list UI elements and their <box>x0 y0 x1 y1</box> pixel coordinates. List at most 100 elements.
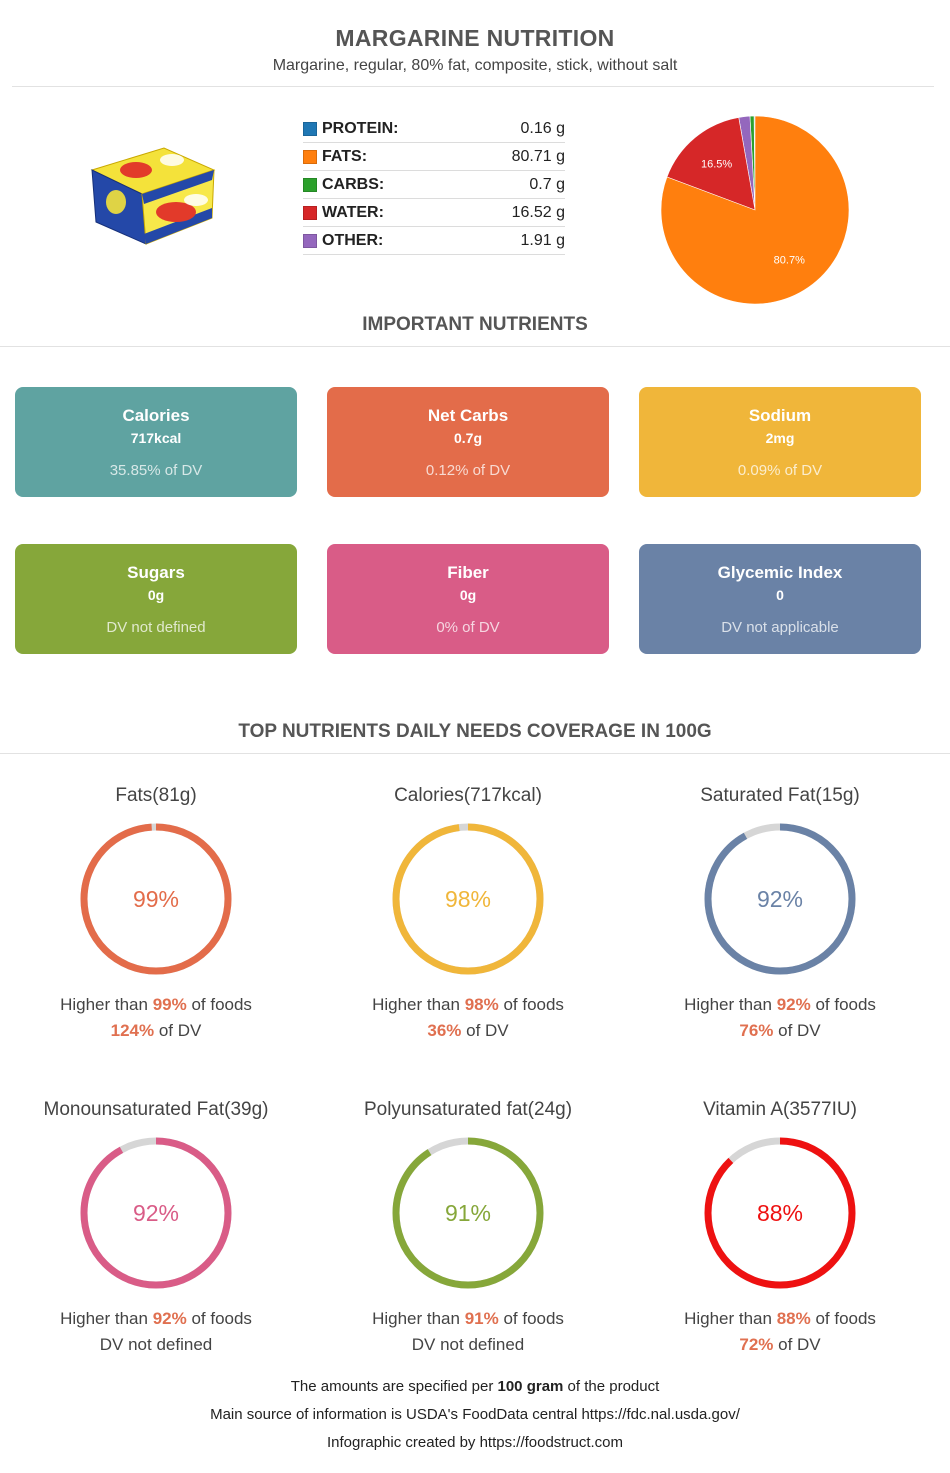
macronutrient-table: PROTEIN: 0.16 g FATS: 80.71 g CARBS: 0.7… <box>303 115 565 255</box>
dv-text: 72% of DV <box>739 1335 821 1354</box>
gauge-label: Vitamin A(3577IU) <box>703 1099 857 1120</box>
macro-row-water: WATER: 16.52 g <box>303 199 565 227</box>
footer-credit: Infographic created by https://foodstruc… <box>327 1434 623 1451</box>
card-dv: DV not defined <box>106 619 206 636</box>
macro-row-protein: PROTEIN: 0.16 g <box>303 115 565 143</box>
card-value: 0g <box>459 587 477 603</box>
pie-slice-label: 80.7% <box>774 254 805 266</box>
divider <box>12 86 934 87</box>
macro-name: FATS: <box>322 147 368 165</box>
higher-than-text: Higher than 98% of foods <box>372 995 564 1014</box>
divider <box>0 346 950 347</box>
nutrient-card-net-carbs: Net Carbs 0.7g 0.12% of DV <box>327 387 609 497</box>
card-dv: DV not applicable <box>721 619 839 636</box>
card-name: Calories <box>122 406 190 425</box>
macro-value: 1.91 g <box>520 231 565 249</box>
dv-text: 36% of DV <box>427 1021 509 1040</box>
important-nutrients-title: IMPORTANT NUTRIENTS <box>362 314 588 335</box>
coverage-title: TOP NUTRIENTS DAILY NEEDS COVERAGE IN 10… <box>238 721 712 742</box>
gauge-fill <box>392 1137 544 1289</box>
macro-row-carbs: CARBS: 0.7 g <box>303 171 565 199</box>
nutrient-card-calories: Calories 717kcal 35.85% of DV <box>15 387 297 497</box>
page-title: MARGARINE NUTRITION <box>335 25 615 51</box>
card-value: 2mg <box>765 430 795 446</box>
fats-swatch <box>303 149 317 164</box>
gauge-label: Monounsaturated Fat(39g) <box>43 1099 269 1120</box>
macro-row-fats: FATS: 80.71 g <box>303 143 565 171</box>
coverage-gauge-saturated-fat: Saturated Fat(15g) 92% Higher than 92% o… <box>624 783 936 1043</box>
card-value: 0.7g <box>453 430 482 446</box>
footer-source: Main source of information is USDA's Foo… <box>210 1406 740 1423</box>
nutrient-card-fiber: Fiber 0g 0% of DV <box>327 544 609 654</box>
card-name: Sodium <box>748 406 812 425</box>
water-swatch <box>303 205 317 220</box>
dv-text: DV not defined <box>411 1335 525 1354</box>
gauge-label: Fats(81g) <box>115 785 197 806</box>
gauge-ring: 99% <box>80 823 232 975</box>
macro-name: WATER: <box>322 203 384 221</box>
gauge-percent: 92% <box>757 886 803 912</box>
pie-slice-water <box>666 117 756 211</box>
other-swatch <box>303 233 317 248</box>
card-dv: 35.85% of DV <box>109 462 203 479</box>
nutrient-card-glycemic-index: Glycemic Index 0 DV not applicable <box>639 544 921 654</box>
card-value: 0g <box>147 587 165 603</box>
protein-swatch <box>303 121 317 136</box>
card-value: 717kcal <box>130 430 182 446</box>
dv-text: 124% of DV <box>110 1021 202 1040</box>
coverage-gauge-calories: Calories(717kcal) 98% Higher than 98% of… <box>312 783 624 1043</box>
macro-value: 80.71 g <box>511 147 565 165</box>
gauge-ring: 88% <box>704 1137 856 1289</box>
pie-slice-label: 16.5% <box>701 159 732 171</box>
card-dv: 0.12% of DV <box>425 462 511 479</box>
card-name: Glycemic Index <box>717 563 843 582</box>
gauge-percent: 92% <box>133 1200 179 1226</box>
gauge-ring: 92% <box>704 823 856 975</box>
gauge-fill <box>704 823 856 975</box>
card-name: Sugars <box>127 563 185 582</box>
card-name: Fiber <box>447 563 489 582</box>
gauge-percent: 99% <box>133 886 179 912</box>
higher-than-text: Higher than 92% of foods <box>60 1309 252 1328</box>
macro-value: 0.16 g <box>520 119 565 137</box>
gauge-ring: 91% <box>392 1137 544 1289</box>
gauge-ring: 98% <box>392 823 544 975</box>
gauge-ring: 92% <box>80 1137 232 1289</box>
divider <box>0 753 950 754</box>
coverage-gauge-monounsaturated-fat: Monounsaturated Fat(39g) 92% Higher than… <box>0 1097 312 1357</box>
card-name: Net Carbs <box>427 406 509 425</box>
macro-value: 0.7 g <box>529 175 565 193</box>
macro-name: PROTEIN: <box>322 119 399 137</box>
pie-slice-fats <box>660 115 850 305</box>
higher-than-text: Higher than 99% of foods <box>60 995 252 1014</box>
macro-row-other: OTHER: 1.91 g <box>303 227 565 255</box>
macro-name: OTHER: <box>322 231 384 249</box>
coverage-gauge-fats: Fats(81g) 99% Higher than 99% of foods 1… <box>0 783 312 1043</box>
margarine-product-image <box>90 147 216 245</box>
higher-than-text: Higher than 91% of foods <box>372 1309 564 1328</box>
card-value: 0 <box>776 587 784 603</box>
gauge-label: Saturated Fat(15g) <box>700 785 860 806</box>
gauge-fill <box>80 823 232 975</box>
macro-value: 16.52 g <box>511 203 565 221</box>
gauge-fill <box>80 1137 232 1289</box>
gauge-fill <box>392 823 544 975</box>
nutrient-card-sugars: Sugars 0g DV not defined <box>15 544 297 654</box>
page-subtitle: Margarine, regular, 80% fat, composite, … <box>272 57 678 74</box>
nutrient-card-sodium: Sodium 2mg 0.09% of DV <box>639 387 921 497</box>
carbs-swatch <box>303 177 317 192</box>
coverage-gauge-polyunsaturated-fat: Polyunsaturated fat(24g) 91% Higher than… <box>312 1097 624 1357</box>
higher-than-text: Higher than 88% of foods <box>684 1309 876 1328</box>
gauge-fill <box>704 1137 856 1289</box>
coverage-gauge-vitamin-a: Vitamin A(3577IU) 88% Higher than 88% of… <box>624 1097 936 1357</box>
dv-text: 76% of DV <box>739 1021 821 1040</box>
dv-text: DV not defined <box>99 1335 213 1354</box>
footer-amount-note: The amounts are specified per 100 gram o… <box>290 1378 660 1395</box>
gauge-percent: 88% <box>757 1200 803 1226</box>
gauge-percent: 91% <box>445 1200 491 1226</box>
gauge-percent: 98% <box>445 886 491 912</box>
macro-name: CARBS: <box>322 175 385 193</box>
macronutrient-pie-chart: 16.5% 80.7% <box>660 115 850 305</box>
gauge-label: Polyunsaturated fat(24g) <box>363 1099 573 1120</box>
higher-than-text: Higher than 92% of foods <box>684 995 876 1014</box>
